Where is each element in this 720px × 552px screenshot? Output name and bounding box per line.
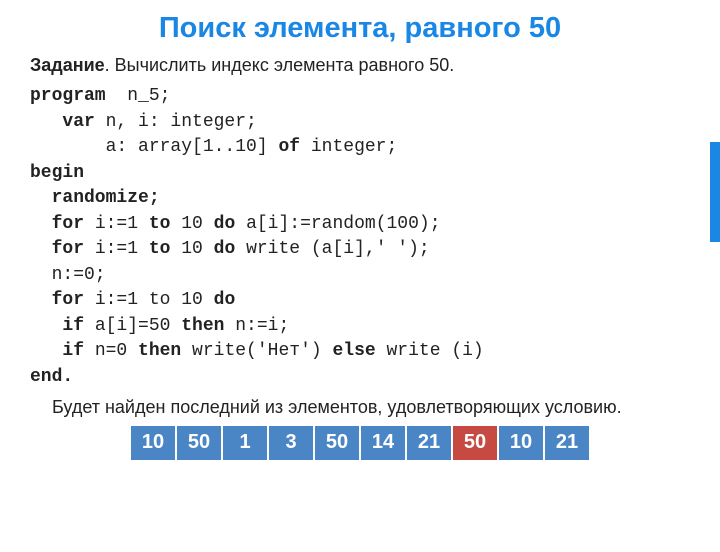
array-cell: 14 (361, 426, 405, 460)
kw-then: then (181, 316, 224, 336)
kw-for: for (30, 214, 84, 234)
code-t: 10 (170, 239, 213, 259)
code-t: n:=0; (30, 265, 106, 285)
code-t: i:=1 to 10 (84, 290, 214, 310)
note-text: Будет найден последний из элементов, удо… (30, 397, 690, 418)
code-t: i:=1 (84, 214, 149, 234)
array-cell: 21 (545, 426, 589, 460)
kw-to: to (149, 214, 171, 234)
code-t: n:=i; (224, 316, 289, 336)
code-t: a: array[1..10] (30, 137, 278, 157)
kw-if: if (30, 341, 84, 361)
code-t: a[i]:=random(100); (235, 214, 440, 234)
code-t: n, i: integer; (95, 112, 257, 132)
code-t: n_5; (106, 86, 171, 106)
kw-to: to (149, 239, 171, 259)
kw-do: do (214, 290, 236, 310)
kw-do: do (214, 239, 236, 259)
array-cell: 21 (407, 426, 451, 460)
code-t: i:=1 (84, 239, 149, 259)
kw-program: program (30, 86, 106, 106)
kw-begin: begin (30, 163, 84, 183)
code-t: write (i) (376, 341, 484, 361)
array-cell: 10 (131, 426, 175, 460)
code-t: write (a[i],' '); (235, 239, 429, 259)
code-t: n=0 (84, 341, 138, 361)
kw-else: else (332, 341, 375, 361)
array-cell: 50 (315, 426, 359, 460)
array-cell: 1 (223, 426, 267, 460)
kw-if: if (30, 316, 84, 336)
code-t: integer; (300, 137, 397, 157)
array-cell: 50 (453, 426, 497, 460)
task-label: Задание (30, 55, 105, 75)
array-cell: 3 (269, 426, 313, 460)
array-cell: 50 (177, 426, 221, 460)
page-title: Поиск элемента, равного 50 (0, 12, 720, 45)
array-row: 105013501421501021 (0, 426, 720, 460)
kw-do: do (214, 214, 236, 234)
kw-of: of (278, 137, 300, 157)
kw-end: end. (30, 367, 73, 387)
code-block: program n_5; var n, i: integer; a: array… (30, 84, 690, 391)
code-t: a[i]=50 (84, 316, 181, 336)
code-t: 10 (170, 214, 213, 234)
accent-bar (710, 142, 720, 242)
kw-randomize: randomize; (30, 188, 160, 208)
kw-then: then (138, 341, 181, 361)
kw-for: for (30, 239, 84, 259)
code-t: write('Нет') (181, 341, 332, 361)
kw-for: for (30, 290, 84, 310)
array-cell: 10 (499, 426, 543, 460)
kw-var: var (30, 112, 95, 132)
task-line: Задание. Вычислить индекс элемента равно… (30, 55, 690, 76)
task-text: . Вычислить индекс элемента равного 50. (105, 55, 455, 75)
